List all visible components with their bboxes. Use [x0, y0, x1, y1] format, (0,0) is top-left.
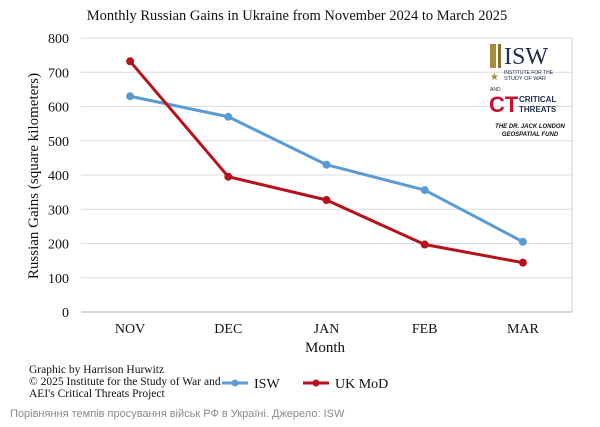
- credit-block: Graphic by Harrison Hurwitz © 2025 Insti…: [29, 364, 221, 400]
- credit-line: Graphic by Harrison Hurwitz: [29, 364, 165, 376]
- y-tick-label: 700: [48, 66, 69, 81]
- isw-logo-sub1: INSTITUTE FOR THE: [504, 70, 554, 76]
- isw-logo: ISW INSTITUTE FOR THE STUDY OF WAR ★: [490, 44, 554, 83]
- data-point: [322, 160, 331, 169]
- x-tick-label: MAR: [507, 322, 540, 337]
- star-icon: ★: [490, 72, 499, 83]
- data-point: [224, 112, 233, 121]
- credit-line: © 2025 Institute for the Study of War an…: [29, 376, 221, 388]
- series-line: [128, 94, 525, 244]
- x-axis-label: Month: [305, 340, 346, 356]
- data-point: [518, 258, 527, 267]
- ct-logo-word2: THREATS: [519, 105, 557, 114]
- data-point: [420, 240, 429, 249]
- data-point: [224, 172, 233, 181]
- y-tick-label: 400: [48, 169, 69, 184]
- data-point: [420, 186, 429, 195]
- image-caption: Порівняння темпів просування військ РФ в…: [10, 408, 345, 420]
- y-tick-label: 500: [48, 135, 69, 150]
- x-tick-label: DEC: [214, 322, 242, 337]
- legend-label: UK MoD: [335, 377, 388, 392]
- fund-text-2: GEOSPATIAL FUND: [502, 132, 559, 138]
- legend-label: ISW: [254, 377, 280, 392]
- data-point: [126, 57, 135, 66]
- x-tick-label: JAN: [314, 322, 340, 337]
- y-axis-label: Russian Gains (square kilometers): [26, 73, 42, 279]
- axes: 0 100 200 300 400 500 600 700 800 NOV DEC JAN FEB MAR: [48, 32, 573, 337]
- isw-logo-sub2: STUDY OF WAR: [504, 76, 546, 82]
- ct-logo: CT CRITICAL THREATS: [489, 92, 557, 117]
- series-group: [126, 57, 527, 267]
- x-tick-label: NOV: [115, 322, 145, 337]
- y-tick-label: 100: [48, 272, 69, 287]
- fund-text-1: THE DR. JACK LONDON: [495, 124, 565, 130]
- ct-logo-word1: CRITICAL: [519, 95, 556, 104]
- y-tick-label: 0: [62, 306, 69, 321]
- legend-marker: [231, 379, 239, 387]
- grid: [81, 37, 572, 279]
- y-tick-label: 300: [48, 203, 69, 218]
- data-point: [126, 92, 135, 101]
- isw-ct-logo: ISW INSTITUTE FOR THE STUDY OF WAR ★ AND…: [489, 44, 565, 138]
- data-point: [322, 196, 331, 205]
- data-point: [518, 237, 527, 246]
- x-tick-label: FEB: [412, 322, 438, 337]
- y-tick-label: 800: [48, 32, 69, 47]
- logo-and: AND: [490, 87, 501, 93]
- credit-line: AEI's Critical Threats Project: [29, 388, 165, 400]
- legend: ISW UK MoD: [222, 377, 388, 392]
- y-tick-label: 200: [48, 238, 69, 253]
- chart-title: Monthly Russian Gains in Ukraine from No…: [87, 8, 507, 24]
- legend-marker: [312, 379, 320, 387]
- y-tick-label: 600: [48, 101, 69, 116]
- ct-logo-mark: CT: [489, 92, 519, 117]
- isw-logo-text: ISW: [504, 44, 548, 70]
